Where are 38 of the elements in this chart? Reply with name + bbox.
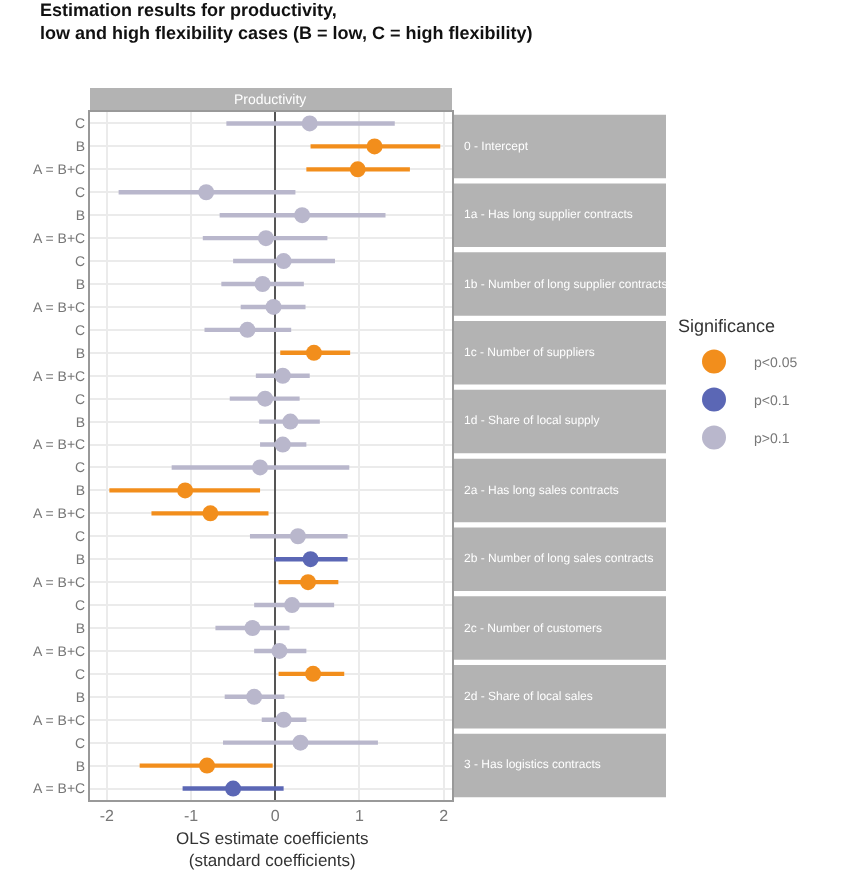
legend-title: Significance bbox=[678, 316, 776, 337]
point bbox=[282, 413, 299, 430]
x-tick-label: 1 bbox=[354, 807, 365, 826]
point bbox=[275, 711, 292, 728]
point bbox=[239, 321, 256, 338]
point bbox=[244, 620, 261, 636]
point bbox=[198, 184, 215, 201]
point bbox=[305, 665, 322, 682]
chart-title: Estimation results for productivity, low and high flexibility cases (B = low, C = high flexibility) bbox=[40, 0, 533, 44]
point bbox=[225, 780, 242, 797]
point bbox=[202, 505, 219, 522]
point bbox=[199, 757, 216, 774]
point bbox=[254, 276, 271, 292]
point bbox=[300, 574, 317, 591]
point bbox=[305, 344, 322, 361]
point bbox=[302, 551, 319, 568]
point bbox=[366, 138, 383, 155]
point bbox=[301, 115, 318, 132]
point bbox=[177, 482, 194, 499]
point bbox=[284, 597, 301, 614]
point bbox=[252, 459, 269, 476]
point bbox=[275, 253, 292, 270]
x-tick-label: -1 bbox=[183, 807, 200, 826]
point bbox=[257, 390, 274, 407]
point bbox=[349, 161, 366, 178]
point bbox=[274, 367, 291, 384]
x-tick-label: 0 bbox=[270, 807, 281, 826]
point bbox=[246, 688, 263, 705]
x-axis-title: OLS estimate coefficients (standard coefficients) bbox=[176, 828, 369, 871]
point bbox=[292, 734, 309, 751]
x-tick-label: 2 bbox=[439, 807, 450, 826]
point bbox=[274, 436, 291, 453]
point bbox=[257, 230, 274, 247]
x-tick-label: -2 bbox=[99, 807, 116, 826]
point bbox=[294, 207, 311, 224]
point bbox=[289, 528, 306, 545]
point bbox=[271, 642, 288, 659]
point bbox=[265, 298, 282, 315]
